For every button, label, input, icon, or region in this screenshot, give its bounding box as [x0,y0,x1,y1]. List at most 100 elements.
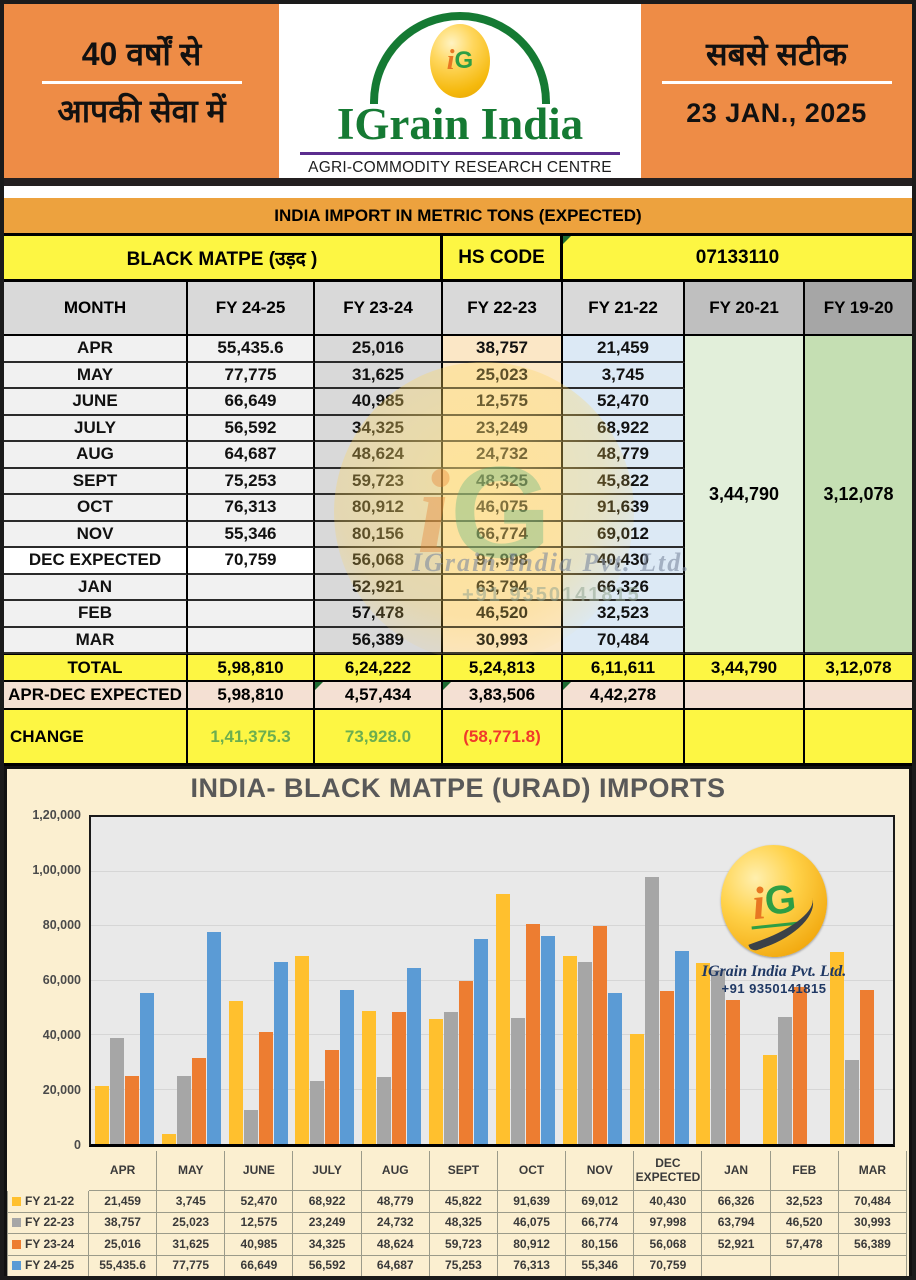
value-cell: 57,478 [315,601,443,628]
month-label: AUG [4,442,188,469]
col-header-fy2021: FY 20-21 [685,282,805,334]
bar-group [225,817,292,1144]
bar-group [292,817,359,1144]
summary-value-cell [685,682,805,708]
value-cell: 31,625 [315,362,443,389]
chart-table-value: 34,325 [293,1234,362,1256]
bar-fy24-25 [474,938,489,1144]
chart-table-value: 52,470 [225,1191,294,1213]
chart-plot [89,815,895,1147]
chart-table-value: 48,325 [429,1212,498,1234]
col-header-fy2324: FY 23-24 [315,282,443,334]
total-label: TOTAL [4,655,188,680]
legend-label: FY 21-22 [25,1193,75,1208]
chart-table-month-header: FEB [770,1151,839,1191]
logo-letter-i: i [446,45,455,76]
value-cell: 48,325 [443,468,563,495]
fy2021-annual-total: 3,44,790 [685,336,805,654]
chart-table-value: 48,624 [361,1234,430,1256]
chart-table-value: 63,794 [702,1212,771,1234]
aprdec-row: APR-DEC EXPECTED 5,98,810 4,57,434 3,83,506… [4,682,912,710]
y-axis-tick: 60,000 [42,973,81,987]
legend-item: FY 21-22 [7,1191,89,1213]
y-axis-tick: 80,000 [42,918,81,932]
bar-fy21-22 [763,1055,778,1144]
chart-table-month-header: APR [89,1151,158,1191]
value-cell: 3,745 [563,362,685,389]
value-cell: 63,794 [443,574,563,601]
bar-fy21-22 [562,955,577,1144]
chart-table-value: 77,775 [157,1255,226,1276]
chart-table-value: 57,478 [770,1234,839,1256]
chart-table-value: 97,998 [634,1212,703,1234]
legend-item: FY 23-24 [7,1234,89,1256]
value-cell: 91,639 [563,495,685,522]
summary-value-cell: 3,83,506 [443,682,563,708]
value-cell: 56,592 [188,415,315,442]
chart-table-month-header: JULY [293,1151,362,1191]
divider [41,81,242,84]
bar-fy21-22 [429,1019,444,1144]
value-cell: 34,325 [315,415,443,442]
bar-fy21-22 [161,1133,176,1144]
value-cell: 80,156 [315,521,443,548]
bar-group [492,817,559,1144]
bar-fy23-24 [726,999,741,1144]
bar-fy23-24 [525,923,540,1144]
gridline [91,870,893,872]
chart-table-value: 56,592 [293,1255,362,1276]
chart-table-month-header: AUG [361,1151,430,1191]
value-cell: 68,922 [563,415,685,442]
col-header-fy2122: FY 21-22 [563,282,685,334]
chart-table-value [771,1255,839,1276]
summary-value-cell: 6,11,611 [563,655,685,680]
summary-value-cell: 5,98,810 [188,682,315,708]
gridline [91,1088,893,1090]
gridline [91,925,893,926]
gridline [91,979,893,981]
commodity-name: BLACK MATPE (उड़द ) [4,236,443,279]
chart-table-value: 69,012 [566,1191,635,1213]
bar-group [158,817,225,1144]
chart-table-value: 3,745 [157,1191,226,1213]
bar-fy24-25 [607,993,622,1144]
bar-fy22-23 [109,1038,124,1144]
value-cell: 52,470 [563,389,685,416]
value-cell: 80,912 [315,495,443,522]
value-cell: 66,649 [188,389,315,416]
bar-fy23-24 [459,981,474,1144]
month-label: SEPT [4,468,188,495]
table-column-headers: MONTH FY 24-25 FY 23-24 FY 22-23 FY 21-2… [4,282,912,336]
value-cell: 48,779 [563,442,685,469]
summary-value-cell: 4,57,434 [315,682,443,708]
hs-code-label: HS CODE [443,236,563,279]
value-cell: 25,023 [443,362,563,389]
bar-fy22-23 [377,1076,392,1144]
table-month-grid: 3,44,790 3,12,078 APR 55,435.6 25,016 38,75… [4,336,912,654]
chart-table-value: 91,639 [497,1191,567,1213]
total-row: TOTAL 5,98,810 6,24,222 5,24,813 6,11,611 3,4… [4,654,912,682]
chart-table-value: 46,075 [497,1212,567,1234]
summary-value-cell [805,682,912,708]
chart-table-value: 70,484 [838,1191,907,1213]
bar-fy22-23 [577,962,592,1144]
chart-table-value: 46,520 [770,1212,839,1234]
y-axis-tick: 1,00,000 [32,863,81,877]
chart-table-value: 23,249 [293,1212,362,1234]
legend-swatch-icon [12,1261,21,1271]
bar-group [693,817,760,1144]
value-cell: 40,430 [563,548,685,575]
value-cell: 69,012 [563,521,685,548]
value-cell [188,627,315,654]
brand-rule [300,152,620,155]
legend-swatch-icon [12,1239,21,1249]
value-cell: 66,326 [563,574,685,601]
tagline-accurate: सबसे सटीक [705,36,848,72]
masthead-right: सबसे सटीक 23 JAN., 2025 [638,4,912,178]
bar-fy22-23 [510,1018,525,1144]
value-cell: 64,687 [188,442,315,469]
chart-data-table: APR MAY JUNE JULY AUG SEPT OCT NOV DEC EXPECTED J… [7,1151,907,1276]
chart-table-value: 45,822 [429,1191,498,1213]
bar-fy21-22 [295,956,310,1144]
